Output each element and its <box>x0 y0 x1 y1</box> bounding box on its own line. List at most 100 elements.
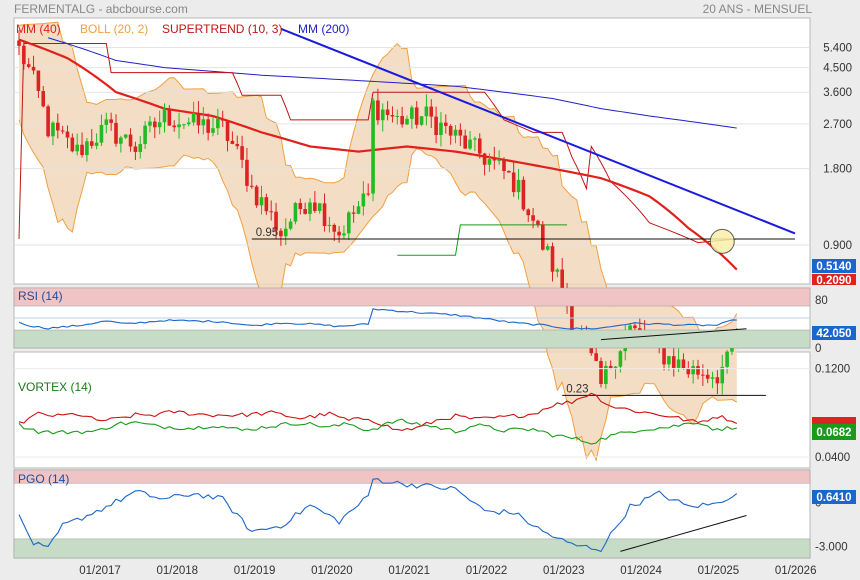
candle-73 <box>371 97 375 202</box>
x-tick-9: 01/2026 <box>775 565 817 577</box>
candle-8 <box>56 113 60 139</box>
candle-29 <box>157 110 162 135</box>
candle-80 <box>405 115 409 125</box>
candle-146 <box>725 350 729 374</box>
candle-33 <box>177 112 181 139</box>
vortex-tick-1: 0.0400 <box>815 452 850 464</box>
candle-120 <box>599 357 603 388</box>
candle-56 <box>288 218 293 231</box>
candle-112 <box>560 258 564 293</box>
candle-75 <box>380 103 385 132</box>
candle-4 <box>36 70 41 98</box>
rsi-tag-bg <box>812 326 856 340</box>
candle-18 <box>104 112 109 134</box>
pgo-tag-bg <box>812 490 856 504</box>
candle-69 <box>351 205 356 223</box>
downtrend-line <box>280 27 796 235</box>
candle-77 <box>390 106 395 123</box>
candle-137 <box>681 353 686 370</box>
candle-40 <box>211 116 215 137</box>
x-tick-4: 01/2021 <box>388 565 430 577</box>
candle-15 <box>89 129 94 149</box>
candle-44 <box>230 131 235 145</box>
price-tick-2: 3.600 <box>823 87 852 99</box>
candle-66 <box>337 226 341 243</box>
rsi-title: RSI (14) <box>18 289 63 303</box>
candle-52 <box>269 200 273 221</box>
x-tick-7: 01/2024 <box>620 565 662 577</box>
chart-period-label: 20 ANS - MENSUEL <box>702 2 812 16</box>
x-tick-0: 01/2017 <box>79 565 121 577</box>
candle-62 <box>317 202 322 214</box>
candle-46 <box>240 135 244 169</box>
candle-99 <box>497 150 501 165</box>
candle-109 <box>545 243 550 251</box>
candle-96 <box>482 152 487 176</box>
candle-10 <box>65 125 70 149</box>
candle-50 <box>259 185 264 215</box>
candle-111 <box>555 268 560 278</box>
ma40-line <box>18 38 738 271</box>
candle-64 <box>327 216 332 233</box>
candle-36 <box>191 101 196 126</box>
vortex-red-tag-bg <box>812 417 856 425</box>
price-tag2-bg <box>812 274 856 285</box>
candle-144 <box>715 370 720 394</box>
candle-72 <box>366 183 370 197</box>
price-tick-4: 1.800 <box>823 164 852 176</box>
vortex-tick-0: 0.1200 <box>815 364 850 376</box>
price-tick-1: 4.500 <box>823 63 852 75</box>
candle-76 <box>385 100 390 121</box>
candle-108 <box>541 221 545 251</box>
candle-93 <box>468 131 472 150</box>
price-tick-3: 2.700 <box>823 119 852 131</box>
candle-68 <box>347 210 351 241</box>
candle-2 <box>26 58 31 69</box>
x-tick-3: 01/2020 <box>311 565 353 577</box>
candle-83 <box>419 116 424 126</box>
candle-63 <box>322 193 327 232</box>
candle-59 <box>303 202 307 215</box>
candle-55 <box>283 218 288 246</box>
candle-121 <box>604 361 608 389</box>
candle-49 <box>254 184 259 208</box>
candle-13 <box>80 132 84 158</box>
candle-39 <box>206 113 210 141</box>
candle-74 <box>376 88 380 125</box>
vortex-value-tag: 0.0682 <box>816 427 851 439</box>
candle-54 <box>279 228 283 246</box>
pgo-tick-1: -3.000 <box>815 541 848 553</box>
candle-51 <box>264 193 269 215</box>
last-price-tag-bg <box>812 259 856 273</box>
candle-23 <box>128 128 133 152</box>
candle-140 <box>696 359 700 380</box>
vortex-tag-bg <box>812 424 856 440</box>
pgo-zone-0 <box>13 469 811 484</box>
candle-86 <box>434 106 438 144</box>
candle-104 <box>521 176 526 212</box>
price-tick-0: 5.400 <box>823 43 852 55</box>
candle-89 <box>448 124 453 145</box>
legend-item-2: SUPERTREND (10, 3) <box>162 22 282 36</box>
candle-107 <box>536 219 540 228</box>
candle-101 <box>507 170 511 173</box>
candle-97 <box>487 153 492 172</box>
candle-88 <box>444 114 448 134</box>
ma200-line <box>47 37 737 129</box>
candle-138 <box>686 361 691 378</box>
rsi-tick-1: 0 <box>815 343 821 355</box>
candle-11 <box>70 133 75 153</box>
highlight-circle <box>709 228 735 254</box>
candle-79 <box>400 106 404 128</box>
candle-7 <box>51 121 55 146</box>
x-tick-6: 01/2023 <box>543 565 585 577</box>
candle-90 <box>453 125 458 144</box>
candle-82 <box>414 101 419 129</box>
candle-37 <box>196 101 201 134</box>
candle-30 <box>162 103 167 133</box>
pgo-line <box>18 478 738 553</box>
candle-6 <box>46 104 50 138</box>
rsi-zone-0 <box>13 287 811 307</box>
candle-14 <box>85 138 89 162</box>
